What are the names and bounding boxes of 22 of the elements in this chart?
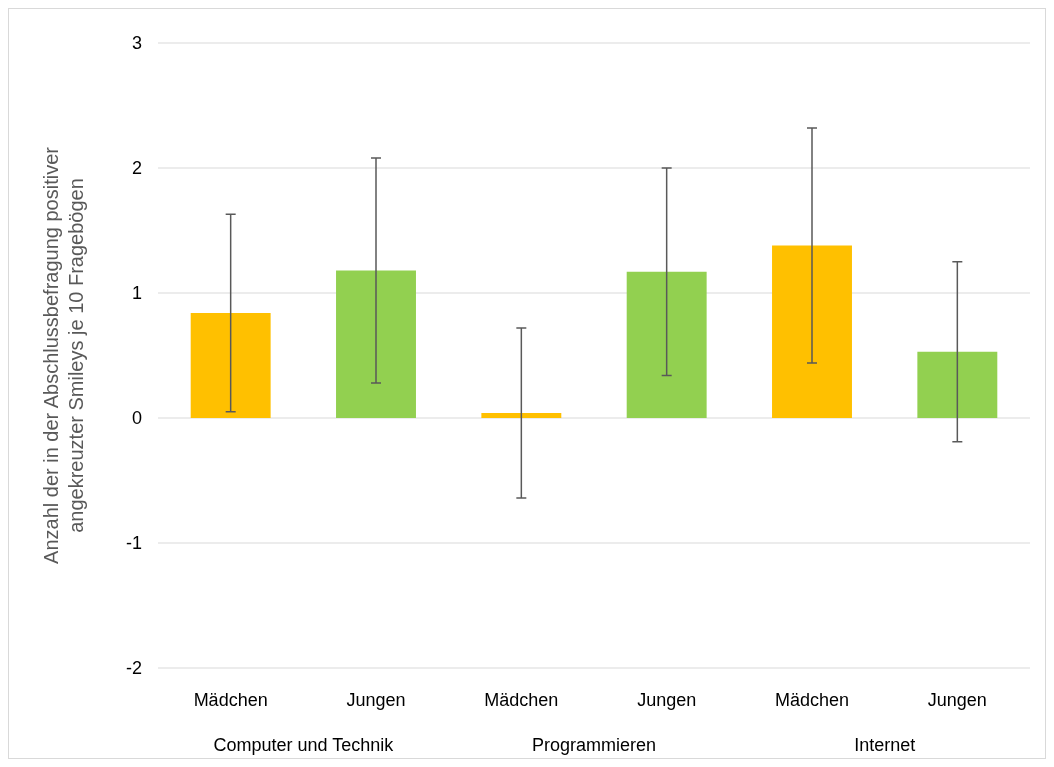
y-tick-label: 3 (131, 33, 142, 54)
text: Programmieren (531, 735, 657, 755)
bar (190, 313, 271, 418)
text: Internet (854, 735, 916, 755)
x-tick-label: Jungen (927, 690, 987, 710)
y-tick-label: 0 (131, 408, 142, 429)
x-tick-label: Jungen (637, 690, 697, 710)
y-tick-label: -1 (125, 533, 142, 554)
y-tick-label: 2 (131, 158, 142, 179)
text: Computer und Technik (213, 735, 395, 755)
x-tick-label: Mädchen (193, 690, 268, 710)
y-axis-title: Anzahl der in der Abschlussbefragung positiver angekreuzter Smileys je 10 Fragebögen (40, 146, 87, 564)
bar (626, 271, 707, 418)
y-tick-label: 1 (131, 283, 142, 304)
y-tick-label: -2 (125, 658, 142, 679)
bar (336, 270, 416, 418)
bar (917, 351, 998, 418)
x-tick-label: Jungen (346, 690, 406, 710)
bar (772, 245, 852, 418)
x-tick-label: Mädchen (484, 690, 559, 710)
x-tick-label: Mädchen (774, 690, 850, 710)
bar (481, 413, 562, 418)
